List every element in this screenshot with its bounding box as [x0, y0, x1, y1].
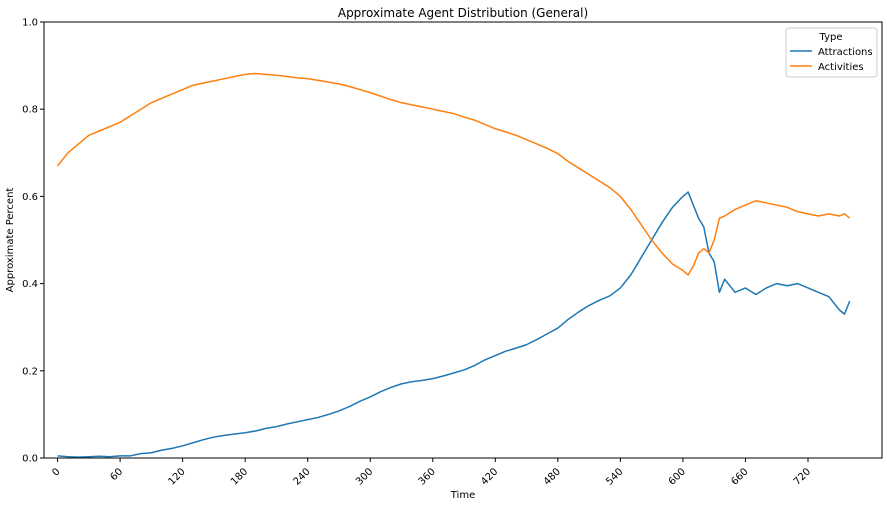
chart-title: Approximate Agent Distribution (General) — [338, 6, 588, 20]
legend-label-attractions: Attractions — [818, 47, 873, 58]
y-tick-label: 0.4 — [22, 279, 38, 290]
series-line-activities — [56, 72, 851, 276]
y-tick-label: 0.8 — [22, 105, 38, 116]
legend-title: Type — [819, 32, 843, 43]
y-tick-label: 1.0 — [22, 18, 38, 29]
y-tick-label: 0.0 — [22, 454, 38, 465]
axes-frame — [43, 21, 883, 459]
y-axis-label: Approximate Percent — [5, 188, 16, 293]
plot-area — [56, 72, 851, 458]
legend-box — [785, 27, 878, 78]
y-tick-label: 0.2 — [22, 366, 38, 377]
legend-label-activities: Activities — [818, 62, 864, 73]
series-line-attractions — [57, 191, 851, 458]
y-tick-label: 0.6 — [22, 192, 38, 203]
y-axis-ticks: 0.0 0.2 0.4 0.6 0.8 1.0 — [22, 18, 44, 465]
x-axis-label: Time — [450, 490, 475, 501]
legend: Type Attractions Activities — [785, 27, 878, 78]
